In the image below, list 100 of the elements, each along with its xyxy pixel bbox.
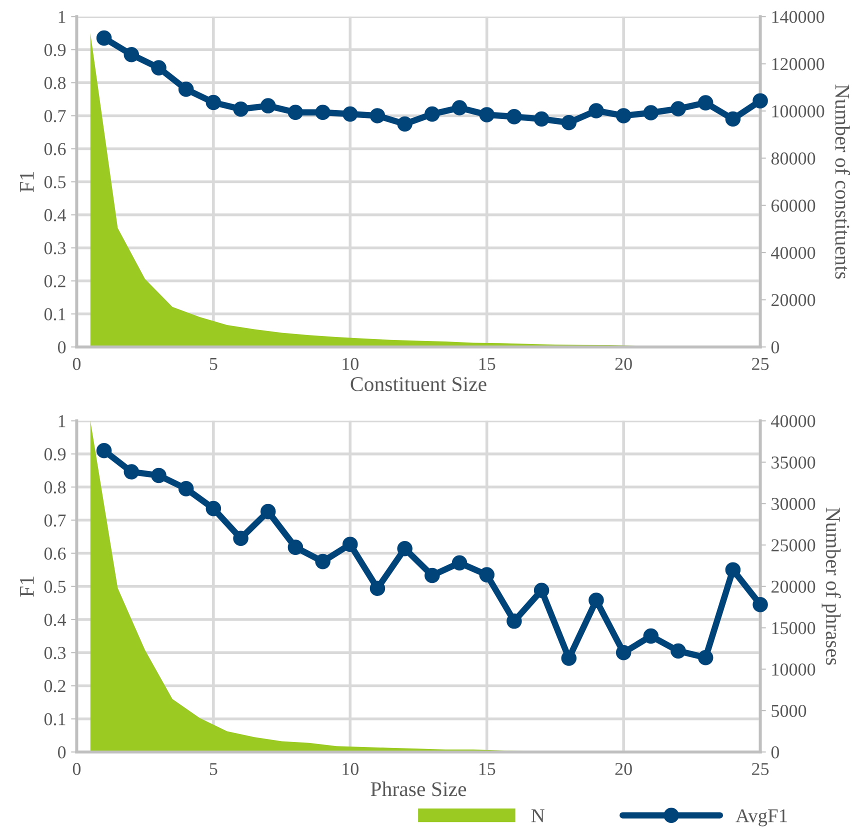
y2-tick-label: 35000 bbox=[772, 456, 816, 469]
point bbox=[178, 481, 194, 496]
point bbox=[233, 101, 248, 117]
y-axis-title: F1 bbox=[20, 172, 34, 192]
x-axis-title: Constituent Size bbox=[350, 377, 486, 392]
y-tick-label: 0.6 bbox=[44, 548, 66, 560]
point bbox=[315, 104, 330, 120]
point bbox=[452, 100, 468, 116]
point bbox=[534, 582, 550, 598]
point bbox=[233, 530, 248, 546]
x-tick-label: 10 bbox=[342, 358, 358, 370]
point bbox=[616, 108, 632, 124]
x-tick-label: 25 bbox=[752, 358, 769, 370]
y-tick-label: 0.9 bbox=[44, 44, 66, 56]
legend-label: AvgF1 bbox=[736, 809, 787, 826]
point bbox=[206, 500, 222, 516]
y-tick-label: 0.5 bbox=[44, 580, 66, 593]
y-tick-label: 0.2 bbox=[44, 275, 66, 288]
point bbox=[588, 103, 604, 118]
y-tick-label: 0.5 bbox=[44, 176, 66, 188]
point bbox=[397, 541, 412, 556]
point bbox=[288, 104, 304, 120]
point bbox=[452, 555, 468, 571]
point bbox=[506, 109, 522, 124]
y2-tick-label: 40000 bbox=[771, 246, 816, 259]
y-tick-label: 0 bbox=[58, 746, 66, 758]
y2-tick-label: 120000 bbox=[772, 58, 824, 70]
point bbox=[506, 614, 522, 629]
point bbox=[96, 30, 112, 46]
y2-tick-label: 60000 bbox=[771, 200, 816, 212]
y2-tick-label: 80000 bbox=[771, 152, 816, 165]
legend-label: N bbox=[531, 809, 544, 822]
y-tick-label: 0.8 bbox=[44, 481, 66, 494]
y2-tick-label: 25000 bbox=[771, 539, 816, 552]
y-tick-label: 0.9 bbox=[44, 448, 66, 460]
x-tick-label: 20 bbox=[615, 358, 632, 370]
point bbox=[424, 568, 440, 584]
point bbox=[670, 643, 686, 659]
point bbox=[725, 562, 741, 578]
y2-tick-label: 100000 bbox=[772, 105, 824, 118]
point bbox=[260, 504, 276, 520]
y-tick-label: 0.1 bbox=[44, 713, 66, 726]
y2-axis-title: Number of phrases bbox=[822, 508, 841, 665]
y2-tick-label: 15000 bbox=[772, 622, 816, 634]
y2-axis-title: Number of constituents bbox=[835, 84, 850, 279]
y-tick-label: 0.2 bbox=[44, 680, 66, 692]
y2-tick-label: 0 bbox=[771, 341, 780, 354]
x-tick-label: 0 bbox=[72, 762, 81, 776]
point bbox=[370, 580, 386, 596]
x-tick-label: 5 bbox=[210, 763, 218, 776]
y-tick-label: 0.4 bbox=[44, 614, 66, 626]
x-tick-label: 25 bbox=[752, 762, 769, 776]
point bbox=[260, 98, 276, 114]
x-tick-label: 5 bbox=[210, 358, 218, 370]
point bbox=[643, 628, 659, 644]
y-tick-label: 0.7 bbox=[44, 110, 66, 122]
point bbox=[288, 540, 304, 555]
y-tick-label: 0.3 bbox=[44, 242, 66, 254]
y-tick-label: 0.4 bbox=[44, 209, 66, 222]
x-tick-label: 20 bbox=[615, 762, 632, 776]
point bbox=[96, 442, 112, 458]
point bbox=[534, 111, 550, 127]
y-tick-label: 1 bbox=[58, 415, 66, 428]
y2-tick-label: 30000 bbox=[772, 498, 816, 510]
y2-tick-label: 10000 bbox=[772, 663, 816, 676]
y-axis-title: F1 bbox=[20, 576, 34, 597]
x-tick-label: 15 bbox=[479, 358, 496, 370]
point bbox=[698, 95, 714, 110]
point bbox=[397, 116, 412, 132]
y-tick-label: 1 bbox=[58, 10, 66, 23]
point bbox=[370, 108, 386, 124]
point bbox=[206, 94, 222, 110]
y2-tick-label: 20000 bbox=[771, 580, 816, 593]
y2-tick-label: 0 bbox=[771, 746, 780, 758]
y-tick-label: 0.6 bbox=[44, 142, 66, 156]
point bbox=[124, 46, 140, 62]
y-tick-label: 0.8 bbox=[44, 76, 66, 90]
point bbox=[151, 60, 166, 76]
point bbox=[151, 468, 166, 484]
point bbox=[315, 554, 330, 570]
x-tick-label: 15 bbox=[479, 763, 496, 776]
x-tick-label: 0 bbox=[72, 358, 81, 370]
y2-tick-label: 140000 bbox=[772, 10, 824, 24]
point bbox=[588, 592, 604, 608]
point bbox=[561, 115, 577, 130]
point bbox=[342, 536, 358, 552]
point bbox=[698, 650, 714, 666]
point bbox=[178, 82, 194, 97]
y2-tick-label: 5000 bbox=[772, 704, 806, 718]
y-tick-label: 0.1 bbox=[44, 308, 66, 320]
point bbox=[342, 106, 358, 122]
point bbox=[670, 101, 686, 116]
x-tick-label: 10 bbox=[342, 762, 358, 776]
point bbox=[424, 106, 440, 122]
point bbox=[752, 93, 768, 108]
point bbox=[725, 111, 741, 127]
point bbox=[616, 644, 632, 660]
point bbox=[643, 105, 659, 120]
y-tick-label: 0.7 bbox=[44, 514, 66, 527]
point bbox=[752, 596, 768, 612]
